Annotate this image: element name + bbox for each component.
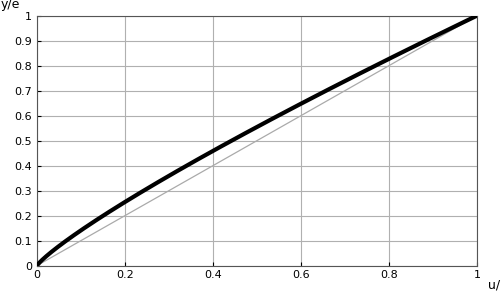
Y-axis label: y/e: y/e bbox=[1, 0, 21, 11]
X-axis label: u/U: u/U bbox=[488, 278, 501, 291]
